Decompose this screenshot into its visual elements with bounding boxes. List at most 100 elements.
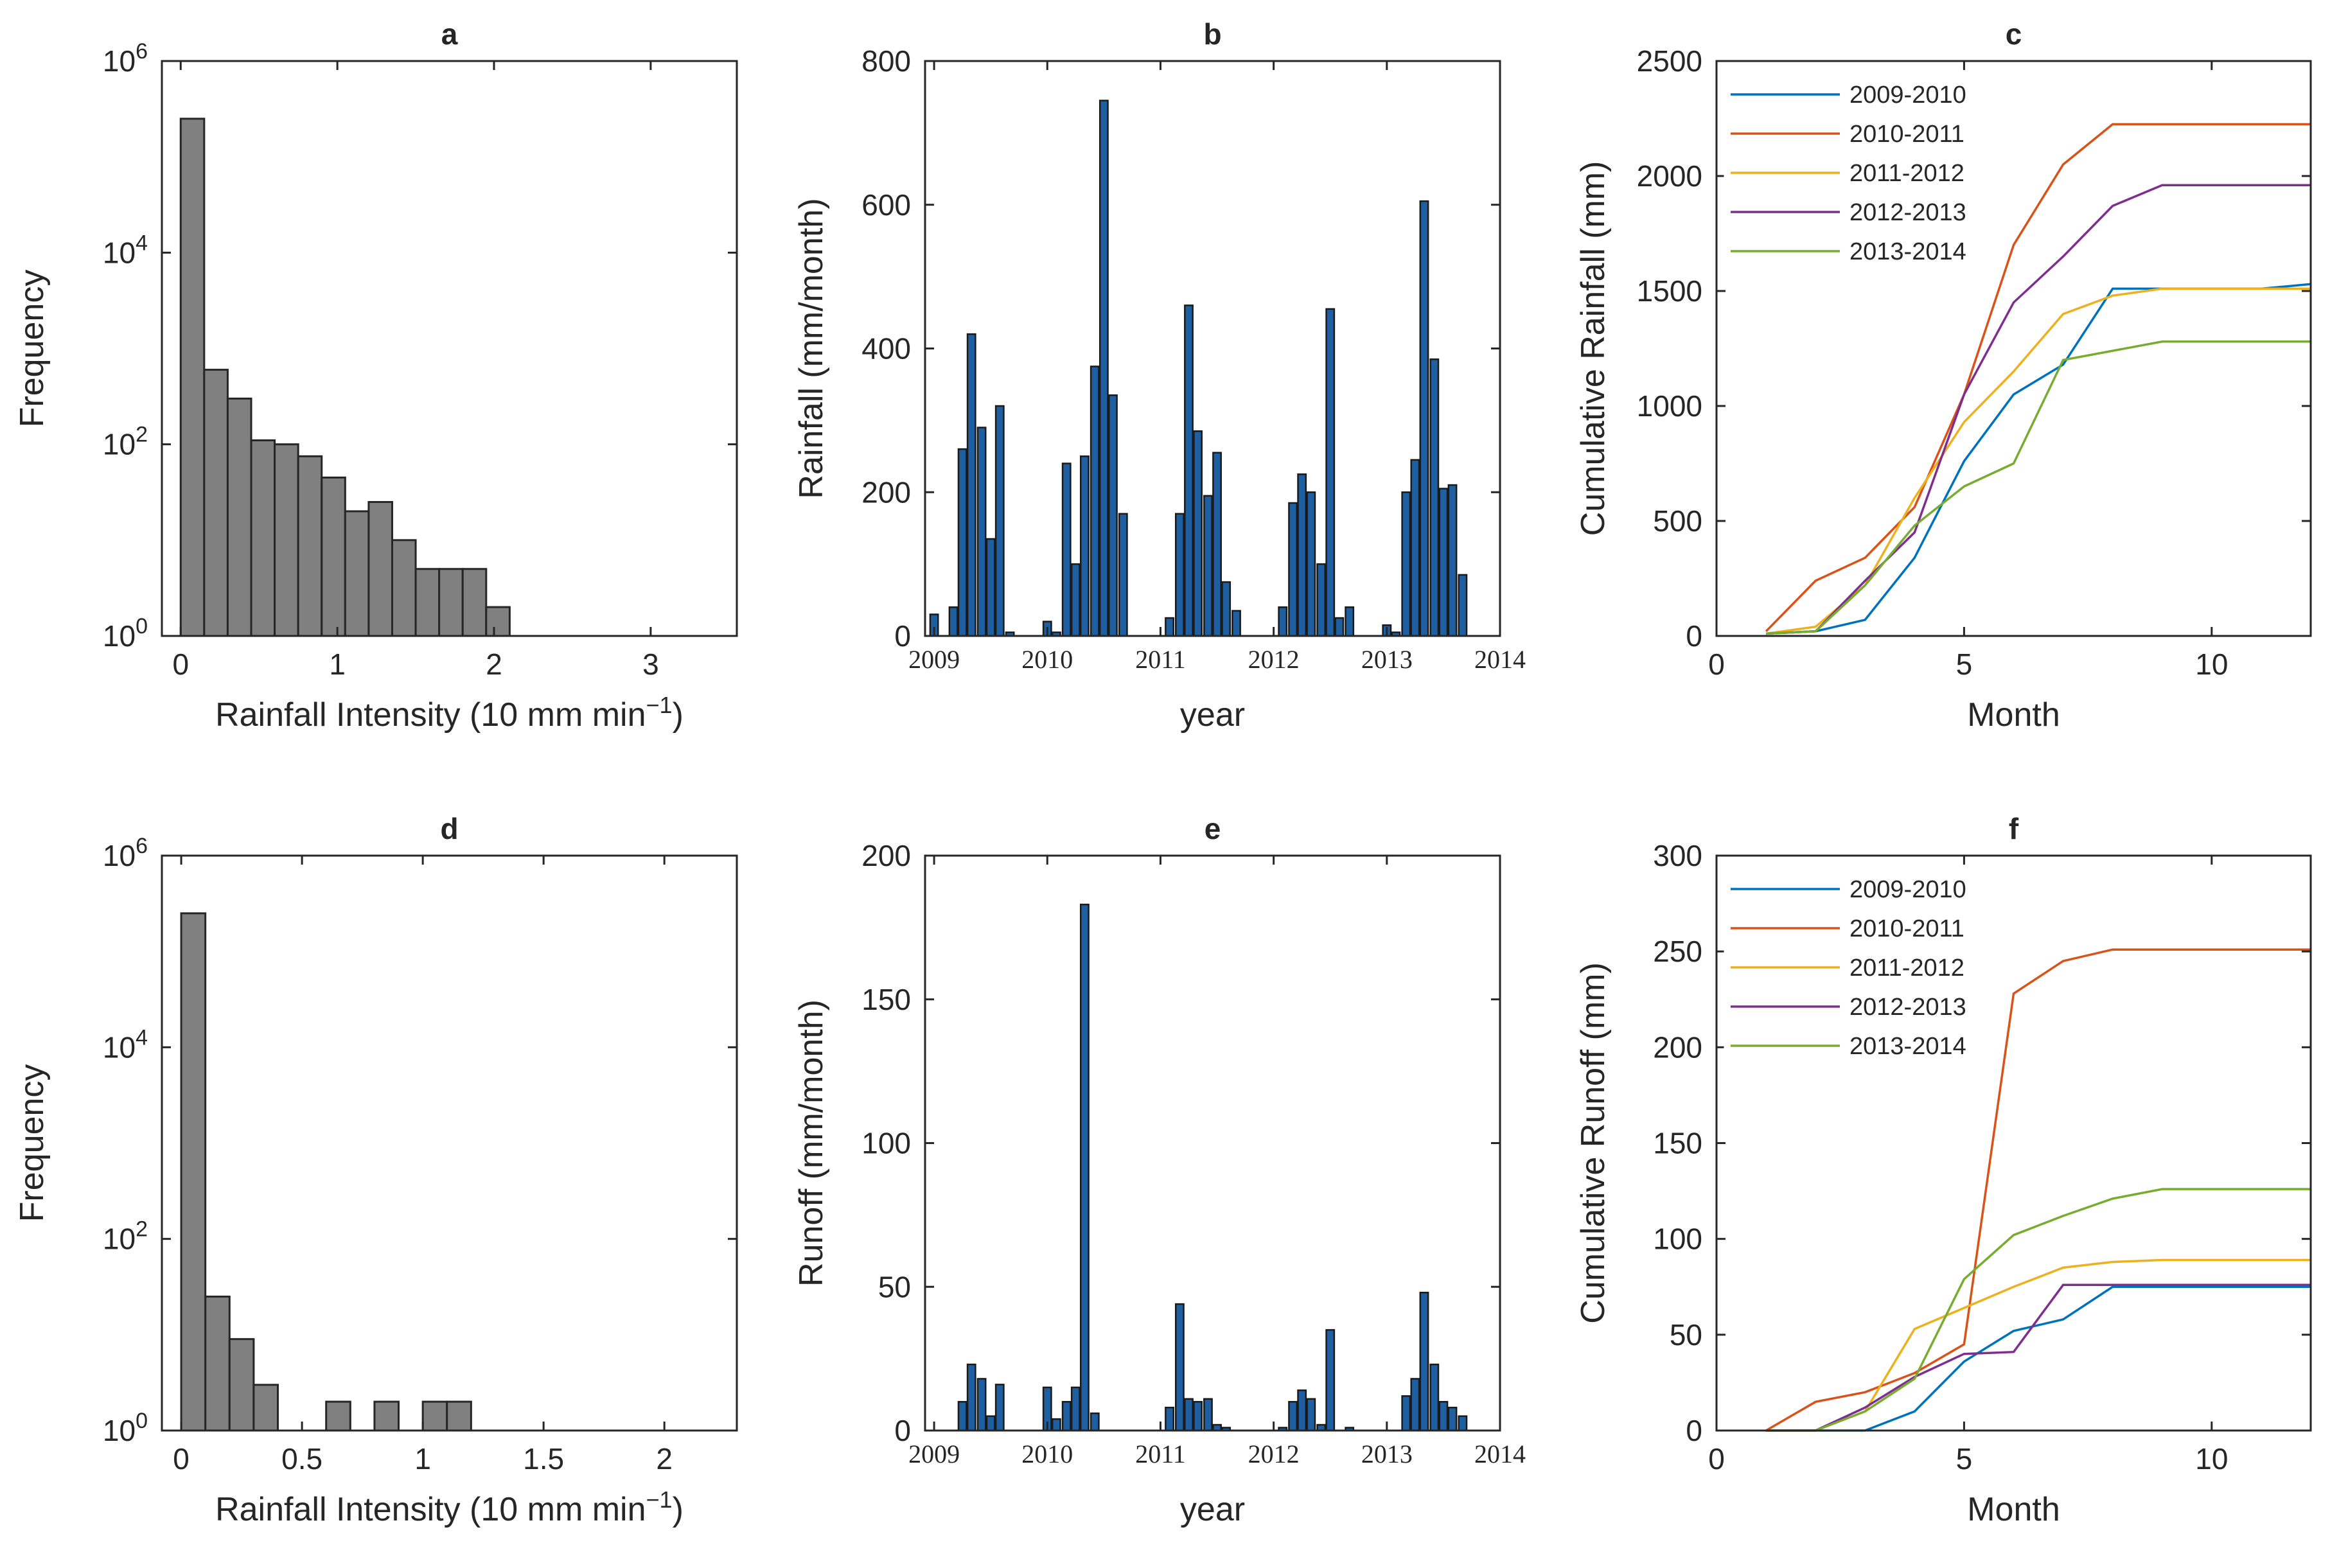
bar	[1184, 304, 1194, 637]
panel-title: f	[2009, 812, 2019, 845]
bar	[957, 1401, 967, 1432]
series-line-2011-2012	[1765, 287, 2311, 635]
legend-label: 2010-2011	[1849, 121, 1964, 148]
x-tick-label: 0.5	[281, 1442, 322, 1476]
bar	[1419, 200, 1429, 637]
x-axis-label: year	[1180, 1491, 1245, 1528]
bar	[976, 1378, 987, 1432]
bar	[1316, 563, 1327, 637]
y-tick-label: 150	[1653, 1127, 1702, 1160]
y-axis: 100 102 104 106	[103, 834, 737, 1447]
bar	[1401, 491, 1411, 637]
bar	[1401, 1395, 1411, 1432]
plot-area	[179, 118, 511, 637]
y-tick-label: 800	[861, 44, 911, 78]
x-tick-label: 0	[1708, 1442, 1725, 1476]
x-tick-label: 5	[1956, 1442, 1973, 1476]
series-line-2013-2014	[1766, 1188, 2311, 1432]
bar	[1174, 513, 1185, 637]
y-tick-label: 104	[103, 231, 148, 269]
legend: 2009-2010 2010-2011 2011-2012 2012-2013 2013…	[1724, 75, 1966, 279]
bar	[1184, 1398, 1194, 1432]
histogram-bar	[226, 397, 252, 637]
x-axis: 0 1 2 3	[172, 61, 659, 681]
y-tick-label: 200	[1653, 1030, 1702, 1064]
y-tick-label: 106	[103, 834, 148, 872]
y-tick-label: 104	[103, 1025, 148, 1064]
histogram-bar	[367, 500, 393, 637]
x-axis-label: Month	[1967, 1491, 2060, 1528]
bar	[1458, 1415, 1468, 1432]
legend-label: 2009-2010	[1849, 82, 1966, 109]
y-tick-label: 50	[878, 1270, 911, 1303]
x-axis: 2009 2010 2011 2012 2013 2014	[908, 61, 1526, 674]
bar	[994, 405, 1005, 637]
panel-title: e	[1205, 812, 1221, 845]
bar	[1079, 903, 1090, 1432]
bar	[1212, 452, 1222, 637]
y-tick-label: 400	[861, 332, 911, 366]
histogram-bar	[373, 1400, 400, 1432]
x-tick-label: 1	[414, 1442, 431, 1476]
y-tick-label: 1500	[1637, 274, 1702, 308]
bar	[1079, 455, 1090, 637]
histogram-bar	[250, 439, 276, 637]
y-tick-label: 600	[861, 188, 911, 222]
y-tick-label: 0	[1686, 1414, 1702, 1447]
x-tick-label: 2014	[1474, 1440, 1526, 1468]
y-axis-label: Runoff (mm/month)	[793, 1000, 830, 1287]
y-axis-label: Frequency	[13, 1064, 51, 1222]
x-tick-label: 10	[2195, 1442, 2228, 1476]
axes-frame	[161, 60, 738, 637]
series-line-2009-2010	[1766, 283, 2311, 635]
axes-frame	[161, 854, 738, 1432]
bar	[985, 1415, 996, 1432]
bar	[1061, 462, 1072, 637]
x-tick-label: 2010	[1021, 1440, 1073, 1468]
y-tick-label: 106	[103, 39, 148, 78]
bar	[1090, 366, 1100, 637]
bar	[1090, 1412, 1100, 1432]
y-tick-label: 2000	[1637, 159, 1702, 193]
bar	[1203, 495, 1213, 637]
bar	[1429, 1363, 1440, 1432]
legend-label: 2010-2011	[1849, 915, 1964, 942]
bar	[1410, 1378, 1420, 1432]
series-line-2013-2014	[1766, 340, 2311, 635]
histogram-bar	[297, 455, 323, 637]
bar	[1278, 606, 1288, 637]
y-tick-label: 0	[894, 1414, 911, 1447]
x-axis: 0 0.5 1 1.5 2	[173, 856, 673, 1476]
histogram-bar	[321, 476, 346, 637]
x-tick-label: 2014	[1474, 645, 1526, 674]
y-tick-label: 50	[1670, 1318, 1702, 1352]
bar	[1165, 617, 1174, 637]
bar	[1118, 513, 1128, 637]
legend-label: 2012-2013	[1849, 199, 1966, 226]
y-tick-label: 200	[861, 839, 911, 872]
bar	[1447, 484, 1458, 637]
x-axis-label: Month	[1967, 696, 2060, 734]
x-tick-label: 3	[642, 647, 659, 681]
bar	[1174, 1303, 1185, 1432]
bar	[1419, 1291, 1429, 1432]
histogram-bar	[228, 1338, 255, 1432]
y-tick-label: 102	[103, 1217, 148, 1256]
histogram-bar	[274, 443, 299, 637]
histogram-bar	[204, 1295, 231, 1432]
x-tick-label: 2012	[1248, 1440, 1300, 1468]
histogram-bar	[446, 1400, 472, 1432]
bar	[1429, 358, 1440, 637]
x-tick-label: 1.5	[523, 1442, 564, 1476]
x-tick-label: 2009	[908, 645, 960, 674]
x-axis: 0 5 10	[1708, 61, 2228, 681]
bar	[1345, 606, 1355, 637]
x-tick-label: 0	[172, 647, 189, 681]
x-tick-label: 2011	[1135, 1440, 1186, 1468]
series-line-2010-2011	[1765, 123, 2311, 633]
series-line-2009-2010	[1766, 1285, 2311, 1432]
y-tick-label: 100	[103, 1409, 148, 1447]
histogram-bar	[180, 912, 207, 1432]
